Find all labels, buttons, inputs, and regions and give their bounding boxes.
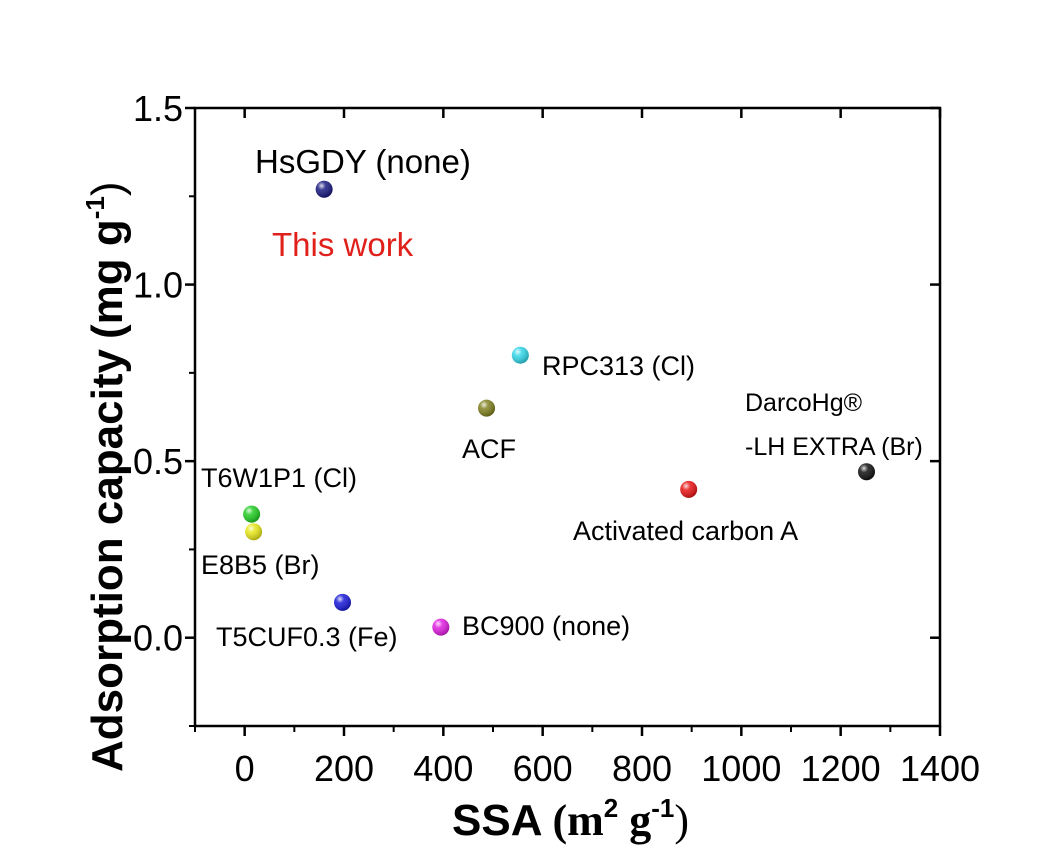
x-tick-label: 0 — [235, 748, 255, 789]
y-tick-label: 1.0 — [133, 265, 183, 306]
data-point — [432, 618, 450, 636]
point-label-e8b5: E8B5 (Br) — [201, 550, 320, 580]
x-tick-label: 200 — [314, 748, 374, 789]
data-points — [243, 180, 875, 636]
x-tick-label: 1200 — [801, 748, 881, 789]
y-tick-label: 0.5 — [133, 441, 183, 482]
data-point-shine — [511, 346, 529, 364]
data-point-shine — [857, 463, 875, 481]
data-point-shine — [243, 505, 261, 523]
data-point — [511, 346, 529, 364]
data-point-shine — [245, 523, 263, 541]
x-tick-label: 600 — [513, 748, 573, 789]
data-point-shine — [315, 180, 333, 198]
x-tick-label: 400 — [413, 748, 473, 789]
data-point — [680, 480, 698, 498]
point-label-darcohg-line1: DarcoHg® — [745, 389, 863, 417]
y-axis-title: Adsorption capacity(mg g-1) — [80, 181, 132, 772]
x-tick-label: 1000 — [701, 748, 781, 789]
data-point-shine — [432, 618, 450, 636]
y-tick-label: 1.5 — [133, 88, 183, 129]
plot-frame — [193, 106, 942, 728]
data-point — [315, 180, 333, 198]
point-label-t5cuf: T5CUF0.3 (Fe) — [216, 622, 398, 652]
point-label-t6w1p1: T6W1P1 (Cl) — [201, 463, 357, 493]
data-point-shine — [334, 593, 352, 611]
data-point — [243, 505, 261, 523]
point-label-hsgdy: HsGDY (none) — [255, 143, 471, 180]
data-point — [245, 523, 263, 541]
this-work-label: This work — [272, 226, 414, 263]
point-label-acf: ACF — [462, 434, 516, 464]
x-axis-title: SSA (m2 g-1) — [452, 793, 689, 845]
y-tick-label: 0.0 — [133, 618, 183, 659]
x-tick-label: 800 — [612, 748, 672, 789]
y-axis-ticks: 0.0 0.5 1.0 1.5 — [133, 88, 940, 727]
data-point-shine — [478, 399, 496, 417]
point-label-darcohg-line2: -LH EXTRA (Br) — [745, 433, 923, 461]
data-point — [334, 593, 352, 611]
point-label-bc900: BC900 (none) — [462, 611, 630, 641]
data-point — [857, 463, 875, 481]
point-label-rpc313: RPC313 (Cl) — [542, 351, 695, 381]
x-axis-ticks: 0 200 400 600 800 1000 1200 1400 — [194, 108, 980, 789]
point-label-activated-carbon-a: Activated carbon A — [573, 516, 798, 546]
x-tick-label: 1400 — [900, 748, 980, 789]
data-point — [478, 399, 496, 417]
data-point-shine — [680, 480, 698, 498]
